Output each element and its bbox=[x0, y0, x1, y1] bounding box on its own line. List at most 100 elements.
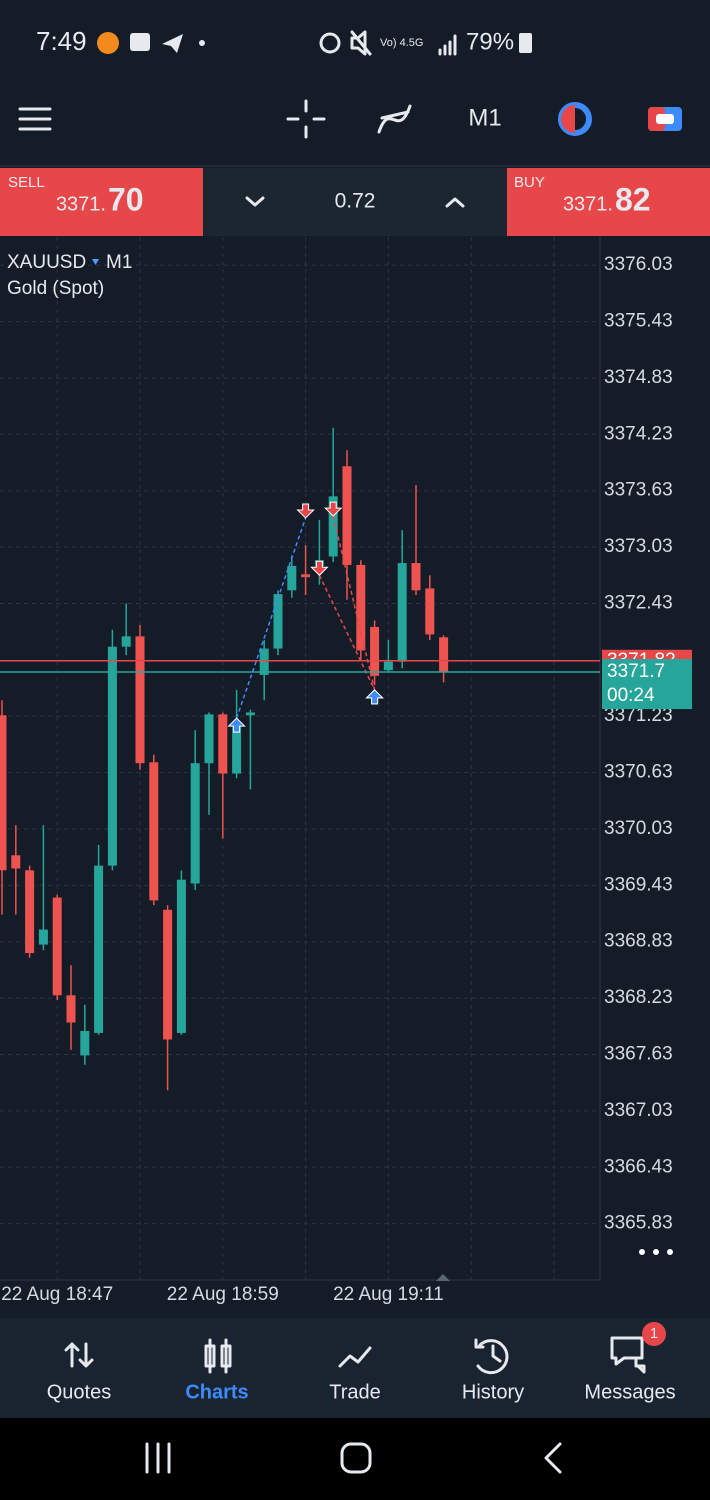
system-nav bbox=[0, 1418, 710, 1500]
quotes-icon[interactable] bbox=[64, 1342, 94, 1368]
symbol-timeframe: M1 bbox=[106, 252, 132, 273]
menu-button[interactable] bbox=[18, 107, 52, 131]
mute-icon bbox=[350, 30, 372, 56]
candle-body bbox=[38, 929, 48, 945]
symbol-description: Gold (Spot) bbox=[7, 278, 104, 299]
candle-body bbox=[149, 762, 159, 901]
timeframe-button[interactable]: M1 bbox=[468, 104, 501, 131]
battery-text: 79% bbox=[466, 28, 514, 55]
candle-body bbox=[439, 637, 449, 673]
nav-trade[interactable]: Trade bbox=[329, 1381, 381, 1403]
more-dot[interactable] bbox=[653, 1249, 659, 1255]
trade-line bbox=[235, 517, 307, 719]
alarm-icon bbox=[319, 32, 341, 54]
volume-down[interactable] bbox=[245, 196, 265, 207]
candle-body bbox=[163, 909, 173, 1040]
buy-price-big: 82 bbox=[615, 181, 651, 217]
y-tick-label: 3370.03 bbox=[604, 818, 673, 839]
candle-body bbox=[107, 646, 117, 866]
sell-price-small: 3371. bbox=[56, 193, 106, 215]
candle-body bbox=[273, 594, 283, 649]
sell-button[interactable] bbox=[0, 168, 203, 236]
candle-body bbox=[0, 715, 7, 871]
bottom-nav bbox=[0, 1318, 710, 1418]
candle-body bbox=[52, 897, 62, 996]
more-dot[interactable] bbox=[667, 1249, 673, 1255]
y-tick-label: 3366.43 bbox=[604, 1156, 673, 1177]
bid-label: 3371.7 bbox=[607, 661, 665, 682]
y-tick-label: 3376.03 bbox=[604, 254, 673, 275]
y-tick-label: 3368.83 bbox=[604, 931, 673, 952]
recents-button[interactable] bbox=[145, 1442, 171, 1474]
x-tick-label: 22 Aug 18:47 bbox=[1, 1284, 113, 1305]
candle-body bbox=[204, 714, 214, 764]
trade-arrow bbox=[296, 503, 315, 519]
y-tick-label: 3372.43 bbox=[604, 592, 673, 613]
candle-body bbox=[135, 636, 145, 764]
candle-body bbox=[94, 865, 104, 1033]
trade-button-center bbox=[656, 114, 674, 124]
chart: 3376.03 3375.43 3374.83 3374.23 3373.63 3373.… bbox=[0, 237, 692, 1305]
candle-body bbox=[25, 870, 35, 954]
buy-price-small: 3371. bbox=[563, 193, 613, 215]
candle-body bbox=[328, 496, 338, 557]
battery-icon bbox=[519, 33, 532, 53]
y-tick-label: 3375.43 bbox=[604, 311, 673, 332]
y-tick-label: 3374.23 bbox=[604, 423, 673, 444]
candle-body bbox=[259, 648, 269, 675]
indicators-button[interactable] bbox=[377, 104, 412, 134]
candle-body bbox=[342, 466, 352, 565]
badge-count: 1 bbox=[650, 1325, 658, 1342]
y-tick-label: 3367.63 bbox=[604, 1044, 673, 1065]
buy-label: BUY bbox=[514, 174, 545, 191]
trade-arrow bbox=[227, 717, 246, 733]
candle-body bbox=[383, 661, 393, 671]
trade-arrow bbox=[365, 689, 384, 705]
back-button[interactable] bbox=[544, 1442, 562, 1474]
crosshair-button[interactable] bbox=[286, 99, 326, 139]
message-icon bbox=[130, 33, 150, 51]
countdown: 00:24 bbox=[607, 685, 655, 706]
y-tick-label: 3369.43 bbox=[604, 874, 673, 895]
network-icon: Vo) 4.5G bbox=[380, 37, 423, 49]
nav-charts[interactable]: Charts bbox=[185, 1381, 248, 1403]
buy-button[interactable] bbox=[507, 168, 710, 236]
x-tick-label: 22 Aug 19:11 bbox=[333, 1284, 444, 1305]
candle-body bbox=[411, 563, 421, 591]
signal-icon bbox=[438, 34, 457, 56]
nav-messages[interactable]: Messages bbox=[584, 1381, 675, 1403]
history-icon[interactable] bbox=[474, 1338, 509, 1375]
more-dot[interactable] bbox=[639, 1249, 645, 1255]
x-tick-label: 22 Aug 18:59 bbox=[167, 1284, 279, 1305]
y-tick-label: 3371.23 bbox=[604, 705, 673, 726]
candle-body bbox=[245, 712, 255, 716]
nav-history[interactable]: History bbox=[462, 1381, 524, 1403]
home-button[interactable] bbox=[340, 1442, 372, 1474]
candle-body bbox=[218, 714, 228, 774]
messages-badge bbox=[642, 1322, 666, 1346]
volume-up[interactable] bbox=[445, 197, 465, 208]
candle-body bbox=[356, 564, 366, 651]
candle-body bbox=[176, 879, 186, 1033]
y-tick-label: 3367.03 bbox=[604, 1100, 673, 1121]
symbol-name[interactable]: XAUUSD bbox=[7, 252, 86, 273]
candle-body bbox=[80, 1030, 90, 1056]
y-tick-label: 3373.63 bbox=[604, 480, 673, 501]
candle-body bbox=[370, 626, 380, 676]
charts-icon[interactable] bbox=[204, 1338, 232, 1374]
volume[interactable]: 0.72 bbox=[335, 190, 376, 213]
dot-icon bbox=[199, 40, 205, 46]
y-tick-label: 3365.83 bbox=[604, 1213, 673, 1234]
symbol-dropdown bbox=[92, 259, 99, 265]
bid-label-box bbox=[602, 659, 692, 710]
trade-icon[interactable] bbox=[338, 1346, 372, 1368]
one-click-half bbox=[561, 105, 575, 133]
nav-quotes[interactable]: Quotes bbox=[47, 1381, 111, 1403]
messages-icon[interactable] bbox=[610, 1336, 646, 1374]
trade-arrow bbox=[323, 501, 343, 517]
telegram-icon bbox=[162, 34, 183, 53]
candle-body bbox=[397, 563, 407, 662]
